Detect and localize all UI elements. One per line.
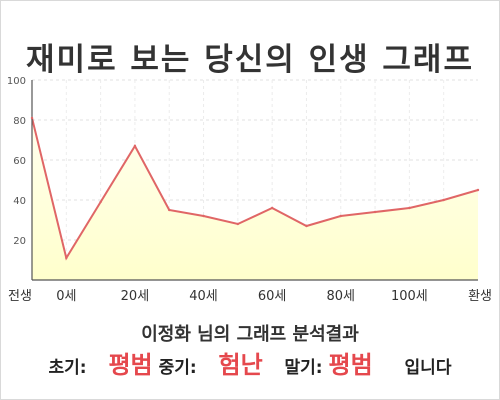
data-point (99, 200, 102, 204)
series-line (31, 117, 479, 261)
x-tick-labels: 전생 0세 20세 40세 60세 80세 100세 환생 (8, 289, 492, 304)
result-heading: 이정화 님의 그래프 분석결과 (141, 324, 359, 345)
result-suffix: 입니다 (404, 358, 452, 378)
x-tick-label: 전생 (8, 289, 32, 304)
y-tick-label: 20 (13, 236, 26, 247)
axes (31, 80, 478, 281)
y-tick-label: 40 (13, 196, 26, 207)
data-point (442, 198, 445, 202)
data-point (339, 214, 342, 218)
early-value: 평범 (108, 351, 153, 379)
middle-value: 험난 (218, 351, 263, 379)
area-fill (32, 118, 478, 280)
x-tick-label: 0세 (56, 289, 76, 304)
data-point (202, 214, 205, 218)
y-tick-label: 60 (13, 156, 26, 167)
data-point (270, 206, 274, 210)
y-tick-labels: 20 40 60 80 100 (7, 76, 26, 247)
page-title: 재미로 보는 당신의 인생 그래프 (26, 42, 474, 78)
data-point (30, 116, 34, 120)
data-point (168, 208, 171, 212)
data-point (373, 210, 377, 214)
data-point (236, 222, 240, 226)
x-tick-label: 20세 (121, 289, 150, 304)
middle-label: 중기: (158, 358, 197, 378)
x-tick-label: 100세 (391, 289, 428, 304)
data-point (305, 224, 308, 228)
late-label: 말기: (284, 358, 323, 378)
data-point (133, 144, 137, 148)
x-tick-label: 60세 (258, 289, 287, 304)
data-point (476, 188, 480, 192)
result-summary: 초기: 평범 중기: 험난 말기: 평범 입니다 (0, 345, 500, 380)
y-tick-label: 100 (7, 76, 26, 87)
x-tick-label: 환생 (468, 289, 492, 304)
x-tick-label: 80세 (327, 289, 356, 304)
y-tick-label: 80 (13, 116, 26, 127)
x-tick-label: 40세 (189, 289, 218, 304)
data-points (30, 116, 480, 260)
data-point (408, 206, 411, 210)
early-label: 초기: (48, 358, 87, 378)
data-point (65, 256, 68, 260)
late-value: 평범 (328, 351, 373, 379)
